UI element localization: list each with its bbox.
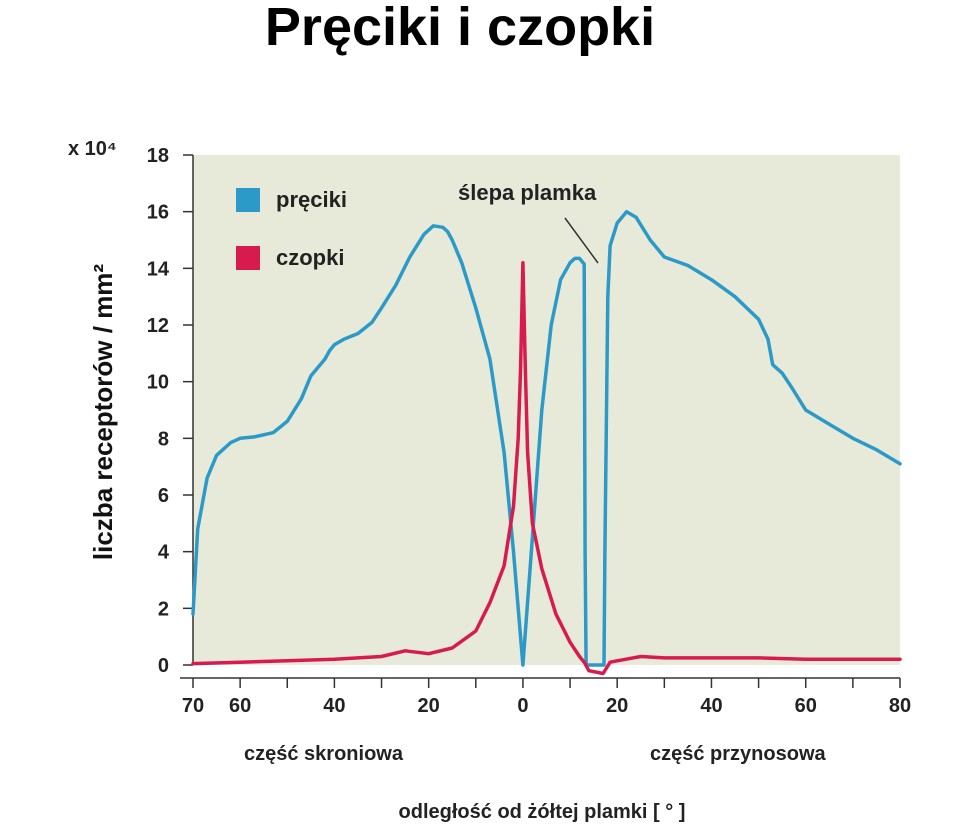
y-tick-label: 16: [147, 202, 169, 224]
y-tick-label: 8: [158, 428, 169, 450]
x-tick-label: 0: [517, 695, 528, 717]
x-tick-label: 80: [889, 695, 911, 717]
region-label-right: część przynosowa: [650, 743, 827, 765]
series-layer: [191, 209, 902, 676]
y-tick-label: 6: [158, 485, 169, 507]
legend-label-cones: czopki: [276, 245, 344, 270]
y-tick-label: 2: [158, 598, 169, 620]
legend-swatch-cones: [236, 246, 260, 270]
y-tick-label: 0: [158, 655, 169, 677]
annotation-blind-spot: ślepa plamka: [458, 180, 597, 205]
y-tick-label: 10: [147, 372, 169, 394]
x-axis-label: odległość od żółtej plamki [ ° ]: [399, 801, 686, 823]
x-tick-label: 70: [182, 695, 204, 717]
x-tick-label: 20: [418, 695, 440, 717]
x-axis-ticks: 70 60 40 20 0 20 40 60 80: [182, 678, 911, 717]
x-tick-label: 20: [606, 695, 628, 717]
x-tick-label: 40: [323, 695, 345, 717]
legend-swatch-rods: [236, 188, 260, 212]
y-tick-label: 14: [147, 258, 170, 280]
y-axis-ticks: 0 2 4 6 8 10 12 14 16 18: [147, 145, 193, 677]
series-line-rods: [191, 209, 902, 667]
blind-spot-pointer: [564, 217, 599, 264]
x-tick-label: 60: [795, 695, 817, 717]
y-tick-label: 18: [147, 145, 169, 167]
x-tick-label: 60: [229, 695, 251, 717]
y-tick-label: 4: [158, 542, 170, 564]
region-label-left: część skroniowa: [244, 743, 404, 765]
legend-label-rods: pręciki: [276, 187, 347, 212]
page-title: Pręciki i czopki: [264, 0, 656, 57]
series-line-cones: [191, 260, 902, 676]
y-tick-label: 12: [147, 315, 169, 337]
y-multiplier: x 10⁴: [68, 138, 117, 160]
x-tick-label: 40: [700, 695, 722, 717]
y-axis-label: liczba receptorów / mm²: [88, 264, 118, 561]
